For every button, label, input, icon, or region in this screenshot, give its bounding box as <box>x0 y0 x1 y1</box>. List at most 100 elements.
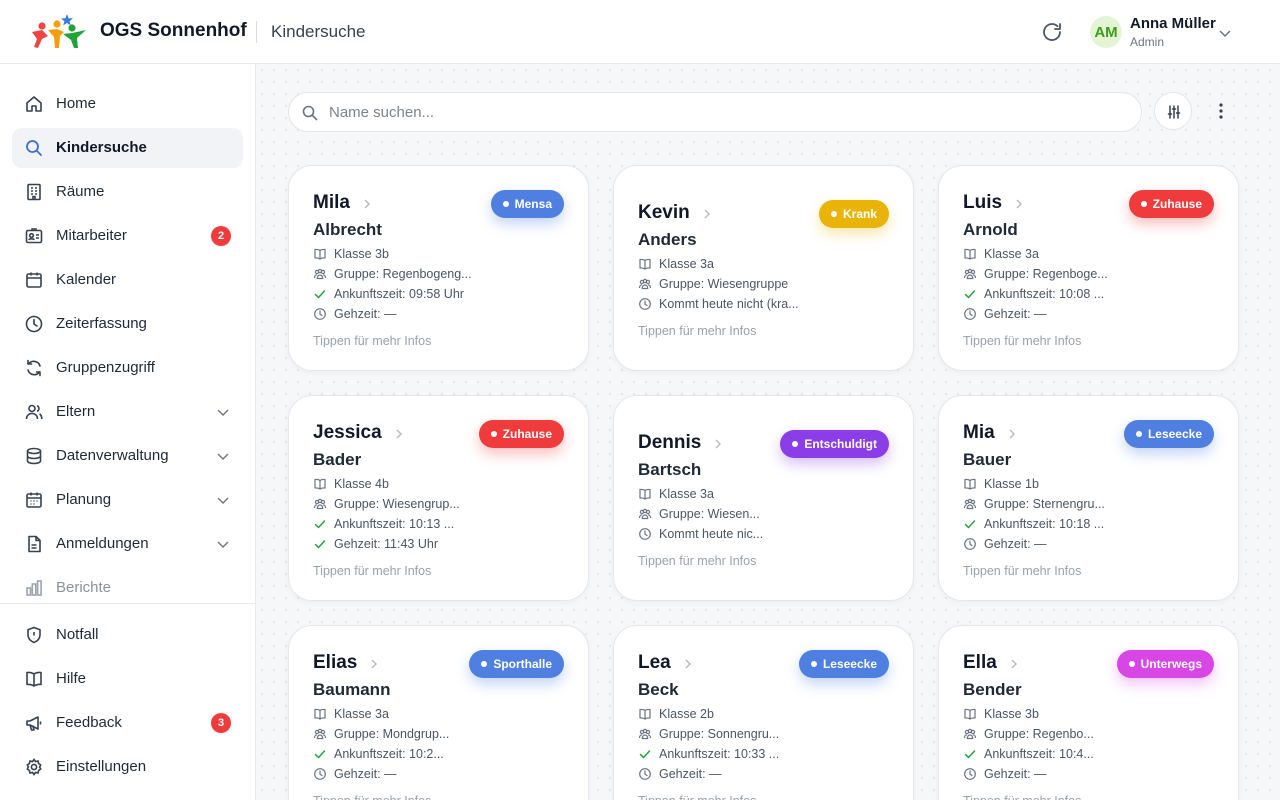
sidebar-item-label: Berichte <box>56 579 112 596</box>
status-badge: Zuhause <box>478 420 564 448</box>
child-card[interactable]: Mila Albrecht Mensa Klasse 3b Gruppe: Regenb… <box>288 165 589 371</box>
departure-line: Gehzeit: — <box>963 766 1047 782</box>
child-card[interactable]: Lea Beck Leseecke Klasse 2b Gruppe: Sonnengr… <box>613 625 914 800</box>
departure-line-text: Gehzeit: 11:43 Uhr <box>334 537 438 551</box>
child-first-name: Luis <box>963 192 1003 213</box>
building-icon <box>27 183 41 201</box>
group-line: Gruppe: Regenbogeng... <box>313 266 472 282</box>
chevron-down-icon[interactable] <box>216 537 230 551</box>
class-line-text: Klasse 1b <box>984 477 1039 491</box>
sidebar-item-mitarbeiter[interactable]: Mitarbeiter 2 <box>12 216 243 256</box>
book-icon <box>639 258 651 270</box>
page-title: Kindersuche <box>271 22 366 41</box>
arrival-line-text: Ankunftszeit: 10:4... <box>984 747 1094 761</box>
sidebar-item-kalender[interactable]: Kalender <box>12 260 243 300</box>
clock-icon <box>314 308 326 320</box>
book-icon <box>639 488 651 500</box>
search-input[interactable] <box>329 101 1109 123</box>
notification-badge: 3 <box>211 713 231 733</box>
sidebar-item-label: Eltern <box>56 403 96 420</box>
user-name[interactable]: Anna Müller <box>1130 15 1216 32</box>
departure-line: Gehzeit: — <box>313 306 397 322</box>
child-last-name: Bader <box>313 450 362 469</box>
class-line-text: Klasse 3a <box>659 257 714 271</box>
more-options-button[interactable] <box>1206 92 1236 130</box>
child-card[interactable]: Ella Bender Unterwegs Klasse 3b Gruppe: Rege… <box>938 625 1239 800</box>
sidebar-item-label: Datenverwaltung <box>56 447 169 464</box>
chevron-down-icon[interactable] <box>1218 26 1232 40</box>
refresh-icon[interactable] <box>1040 20 1064 44</box>
group-icon <box>638 728 652 740</box>
database-icon <box>26 447 42 465</box>
departure-line-text: Gehzeit: — <box>659 767 722 781</box>
sidebar-item-planung[interactable]: Planung <box>12 480 243 520</box>
child-card[interactable]: Elias Baumann Sporthalle Klasse 3a Gruppe: M… <box>288 625 589 800</box>
child-first-name: Kevin <box>638 202 690 223</box>
book-icon <box>639 708 651 720</box>
group-line-text: Gruppe: Mondgrup... <box>334 727 450 741</box>
child-first-name: Lea <box>638 652 671 673</box>
sidebar-item-raeume[interactable]: Räume <box>12 172 243 212</box>
child-card[interactable]: Kevin Anders Krank Klasse 3a Gruppe: Wieseng… <box>613 165 914 371</box>
avatar[interactable]: AM <box>1090 16 1122 48</box>
child-last-name: Arnold <box>963 220 1018 239</box>
search-bar[interactable] <box>288 92 1142 132</box>
group-icon <box>963 728 977 740</box>
sidebar-item-label: Home <box>56 95 97 112</box>
clock-icon <box>639 528 651 540</box>
group-line-text: Gruppe: Regenbogeng... <box>334 267 472 281</box>
search-icon <box>26 140 42 156</box>
sidebar-item-label: Kalender <box>56 271 117 288</box>
child-card[interactable]: Luis Arnold Zuhause Klasse 3a Gruppe: Regenb… <box>938 165 1239 371</box>
class-line: Klasse 3a <box>313 706 389 722</box>
group-icon <box>638 278 652 290</box>
planner-icon <box>26 492 42 508</box>
sidebar-item-notfall[interactable]: Notfall <box>12 615 243 655</box>
departure-line: Gehzeit: — <box>963 536 1047 552</box>
child-first-name: Mia <box>963 422 995 443</box>
sidebar-item-gruppenzugriff[interactable]: Gruppenzugriff <box>12 348 243 388</box>
sidebar-item-feedback[interactable]: Feedback 3 <box>12 703 243 743</box>
sidebar-item-anmeldungen[interactable]: Anmeldungen <box>12 524 243 564</box>
book-icon <box>314 478 326 490</box>
group-icon <box>313 728 327 740</box>
arrival-line-text: Ankunftszeit: 10:08 ... <box>984 287 1105 301</box>
sidebar-item-hilfe[interactable]: Hilfe <box>12 659 243 699</box>
chevron-down-icon[interactable] <box>216 449 230 463</box>
clock-icon <box>639 768 651 780</box>
more-vertical-icon <box>1219 103 1223 119</box>
sidebar-item-label: Anmeldungen <box>56 535 149 552</box>
sidebar-item-eltern[interactable]: Eltern <box>12 392 243 432</box>
check-icon <box>964 750 976 759</box>
class-line-text: Klasse 4b <box>334 477 389 491</box>
status-badge: Unterwegs <box>1116 650 1214 678</box>
filter-button[interactable] <box>1154 92 1192 130</box>
chevron-down-icon[interactable] <box>216 405 230 419</box>
child-last-name: Bartsch <box>638 460 702 479</box>
chevron-down-icon[interactable] <box>216 493 230 507</box>
sidebar-item-datenverwaltung[interactable]: Datenverwaltung <box>12 436 243 476</box>
arrival-line: Ankunftszeit: 10:2... <box>313 746 444 762</box>
departure-line-text: Gehzeit: — <box>984 767 1047 781</box>
user-role: Admin <box>1130 35 1165 49</box>
departure-line-text: Gehzeit: — <box>984 307 1047 321</box>
sidebar-item-einstellungen[interactable]: Einstellungen <box>12 747 243 787</box>
sidebar-item-berichte[interactable]: Berichte <box>12 568 243 608</box>
class-line: Klasse 3b <box>963 706 1039 722</box>
clock-icon <box>639 298 651 310</box>
sidebar-item-home[interactable]: Home <box>12 84 243 124</box>
child-card[interactable]: Mia Bauer Leseecke Klasse 1b Gruppe: Sternen… <box>938 395 1239 601</box>
child-card[interactable]: Jessica Bader Zuhause Klasse 4b Gruppe: Wies… <box>288 395 589 601</box>
id-card-icon <box>25 228 43 244</box>
chevron-right-icon <box>715 439 721 449</box>
clock-icon <box>314 768 326 780</box>
card-hint: Tippen für mehr Infos <box>638 554 757 568</box>
child-card[interactable]: Dennis Bartsch Entschuldigt Klasse 3a Gruppe… <box>613 395 914 601</box>
arrival-line-text: Ankunftszeit: 10:18 ... <box>984 517 1105 531</box>
sidebar-item-label: Zeiterfassung <box>56 315 147 332</box>
group-line: Gruppe: Sternengru... <box>963 496 1105 512</box>
chevron-right-icon <box>685 659 691 669</box>
sidebar-item-zeiterfassung[interactable]: Zeiterfassung <box>12 304 243 344</box>
sidebar-item-kindersuche[interactable]: Kindersuche <box>12 128 243 168</box>
sidebar-item-label: Feedback <box>56 714 122 731</box>
